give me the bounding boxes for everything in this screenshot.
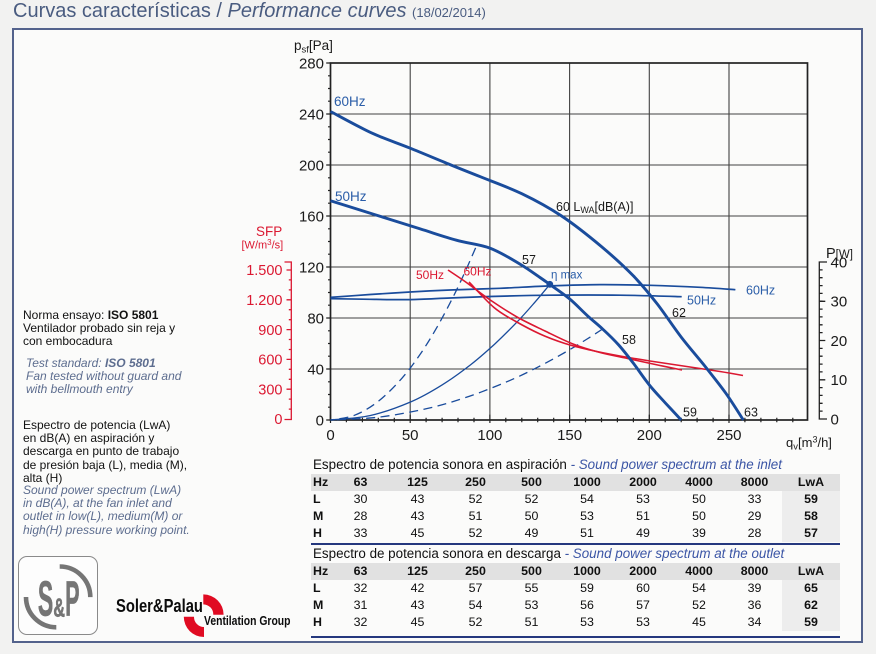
svg-text:50Hz: 50Hz — [687, 294, 716, 308]
svg-text:10: 10 — [831, 372, 848, 389]
svg-text:250: 250 — [716, 427, 741, 444]
svg-text:160: 160 — [299, 208, 324, 225]
svg-text:S: S — [38, 573, 53, 627]
svg-text:P: P — [65, 573, 79, 627]
svg-text:1.200: 1.200 — [246, 293, 282, 309]
svg-text:[W/m3/s]: [W/m3/s] — [242, 238, 284, 252]
svg-text:qv[m3/h]: qv[m3/h] — [786, 435, 832, 453]
svg-text:30: 30 — [831, 294, 848, 311]
svg-text:63: 63 — [744, 406, 758, 420]
svg-text:50Hz: 50Hz — [335, 189, 367, 204]
svg-text:50Hz: 50Hz — [416, 268, 444, 282]
svg-text:P[W]: P[W] — [826, 246, 853, 262]
svg-text:40: 40 — [307, 361, 324, 378]
svg-text:240: 240 — [299, 106, 324, 123]
svg-text:40: 40 — [831, 254, 848, 271]
svg-text:300: 300 — [258, 382, 282, 398]
svg-text:150: 150 — [557, 427, 582, 444]
svg-text:50: 50 — [402, 427, 419, 444]
svg-text:20: 20 — [831, 333, 848, 350]
svg-text:60 LWA[dB(A)]: 60 LWA[dB(A)] — [556, 200, 633, 215]
svg-text:59: 59 — [683, 406, 697, 420]
svg-text:62: 62 — [672, 306, 686, 320]
svg-text:psf[Pa]: psf[Pa] — [294, 38, 333, 56]
svg-text:120: 120 — [299, 259, 324, 276]
svg-text:100: 100 — [477, 427, 502, 444]
svg-text:280: 280 — [299, 55, 324, 72]
svg-text:58: 58 — [622, 333, 636, 347]
svg-text:200: 200 — [299, 157, 324, 174]
svg-text:SFP: SFP — [256, 224, 282, 239]
svg-text:0: 0 — [274, 412, 282, 428]
svg-text:0: 0 — [831, 411, 839, 428]
svg-text:60Hz: 60Hz — [464, 265, 492, 279]
svg-text:200: 200 — [637, 427, 662, 444]
svg-text:600: 600 — [258, 353, 282, 369]
svg-text:900: 900 — [258, 323, 282, 339]
svg-text:1.500: 1.500 — [246, 263, 282, 279]
svg-text:&: & — [53, 592, 65, 622]
svg-text:60Hz: 60Hz — [334, 94, 366, 109]
svg-text:60Hz: 60Hz — [746, 284, 775, 298]
svg-text:η max: η max — [551, 270, 583, 282]
svg-text:0: 0 — [326, 427, 334, 444]
svg-text:80: 80 — [307, 310, 324, 327]
svg-text:57: 57 — [522, 253, 536, 267]
svg-text:0: 0 — [316, 412, 324, 429]
